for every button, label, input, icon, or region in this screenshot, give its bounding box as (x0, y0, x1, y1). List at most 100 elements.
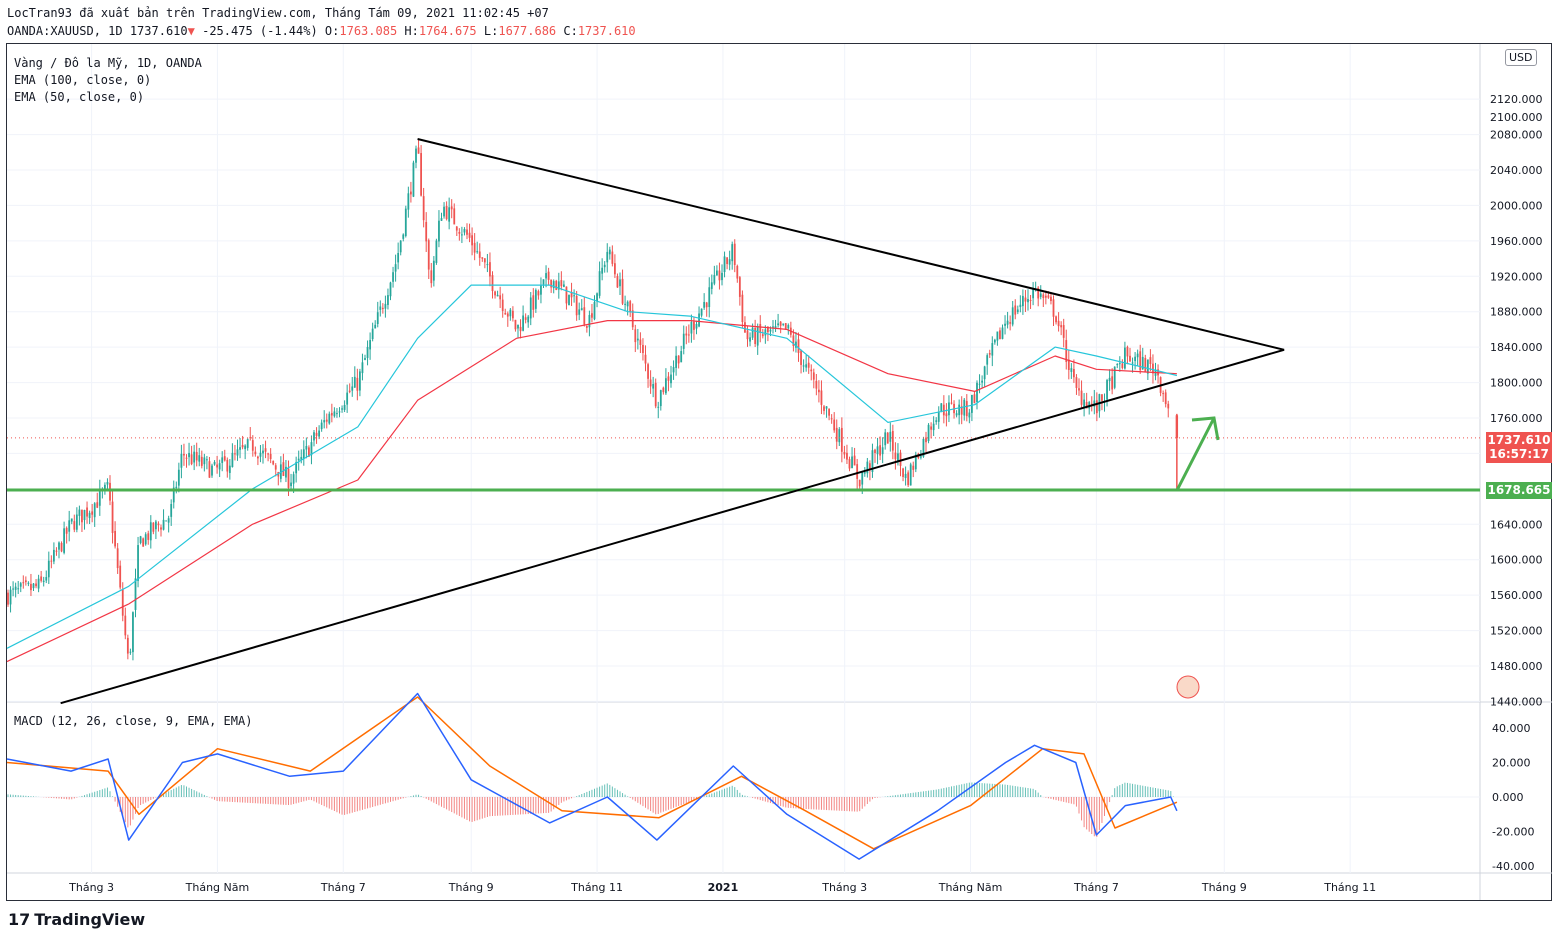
candle-body (60, 542, 63, 552)
candle-body (828, 408, 830, 416)
candle-body (91, 511, 94, 515)
candle-body (1055, 316, 1057, 323)
candle-body (170, 503, 173, 517)
candle-body (784, 323, 787, 329)
candle-body (341, 408, 343, 410)
candle-body (940, 403, 943, 412)
candle-body (675, 355, 677, 368)
candle-body (731, 244, 734, 262)
candle-body (494, 291, 496, 296)
time-axis-tick-label: Tháng 9 (448, 881, 494, 894)
candle-body (1009, 322, 1012, 324)
candle-body (761, 334, 764, 337)
candle-body (1113, 366, 1116, 388)
candle-body (325, 419, 328, 422)
candle-body (461, 234, 463, 236)
candle-body (777, 323, 779, 326)
candle-body (534, 289, 537, 309)
price-change: -25.475 (-1.44%) (202, 24, 318, 38)
candle-body (93, 503, 96, 518)
candle-body (1073, 369, 1075, 378)
candle-body (254, 451, 257, 455)
candle-body (1057, 320, 1060, 327)
candle-body (818, 389, 820, 393)
candle-body (448, 207, 451, 222)
candle-body (899, 452, 902, 466)
candle-body (728, 259, 731, 265)
candle-body (922, 438, 925, 457)
candle-body (246, 439, 249, 448)
candle-body (236, 449, 239, 456)
tradingview-logo[interactable]: 17 TradingView (8, 910, 145, 929)
candle-body (636, 338, 639, 341)
candle-body (532, 295, 535, 310)
candle-body (14, 586, 17, 590)
candle-body (1124, 347, 1126, 369)
candle-body (805, 364, 808, 368)
candle-body (540, 284, 542, 295)
candle-body (1093, 400, 1096, 407)
candle-body (155, 521, 157, 530)
candle-body (700, 308, 703, 316)
candle-body (1027, 299, 1029, 303)
price-axis-tick-label: 1560.000 (1490, 589, 1543, 602)
candle-body (560, 280, 563, 287)
candle-body (833, 419, 836, 431)
candle-body (42, 580, 45, 582)
candle-body (1060, 325, 1063, 328)
candle-body (522, 315, 524, 331)
candle-body (1136, 353, 1139, 358)
legend-macd: MACD (12, 26, close, 9, EMA, EMA) (14, 714, 253, 728)
candle-body (1108, 377, 1111, 382)
candle-body (353, 376, 356, 388)
candle-body (432, 260, 435, 281)
candle-body (965, 401, 968, 417)
candle-body (417, 147, 420, 154)
candle-body (545, 273, 547, 279)
candle-body (920, 456, 922, 458)
candle-body (1129, 355, 1131, 362)
candle-body (993, 339, 996, 343)
candle-body (333, 411, 336, 417)
candle-body (7, 592, 9, 605)
candle-body (925, 437, 927, 443)
candle-body (32, 583, 35, 589)
candle-body (142, 538, 145, 547)
candle-body (1164, 392, 1167, 405)
candle-body (955, 413, 958, 416)
macd-line (6, 692, 1178, 860)
candle-body (1039, 293, 1042, 297)
legend-ema50: EMA (50, close, 0) (14, 90, 145, 104)
candle-body (114, 530, 116, 547)
candle-body (598, 271, 601, 296)
candle-body (208, 461, 211, 478)
open-label: O: (324, 24, 340, 38)
candle-body (629, 301, 632, 312)
candle-body (387, 295, 389, 305)
candle-body (1004, 323, 1006, 326)
candle-body (611, 251, 614, 264)
high-value: 1764.675 (418, 24, 477, 38)
candle-body (619, 279, 621, 287)
close-label: C: (563, 24, 578, 38)
candle-body (858, 479, 861, 487)
candle-body (455, 226, 458, 231)
time-axis-tick-label: Tháng 9 (1201, 881, 1247, 894)
candle-body (756, 326, 759, 346)
candle-body (336, 413, 338, 415)
candle-body (83, 509, 86, 521)
candle-body (297, 458, 300, 461)
price-axis-tick-label: 2080.000 (1490, 129, 1543, 142)
candle-body (1032, 288, 1034, 299)
candle-body (512, 310, 514, 319)
candle-body (1095, 400, 1098, 414)
candle-body (328, 413, 331, 424)
candle-body (698, 313, 700, 327)
currency-label[interactable]: USD (1505, 49, 1537, 66)
candle-body (292, 474, 295, 484)
candle-body (305, 445, 308, 450)
candle-body (815, 380, 818, 389)
candle-body (585, 325, 588, 328)
time-axis-tick-label: Tháng Năm (185, 881, 250, 894)
